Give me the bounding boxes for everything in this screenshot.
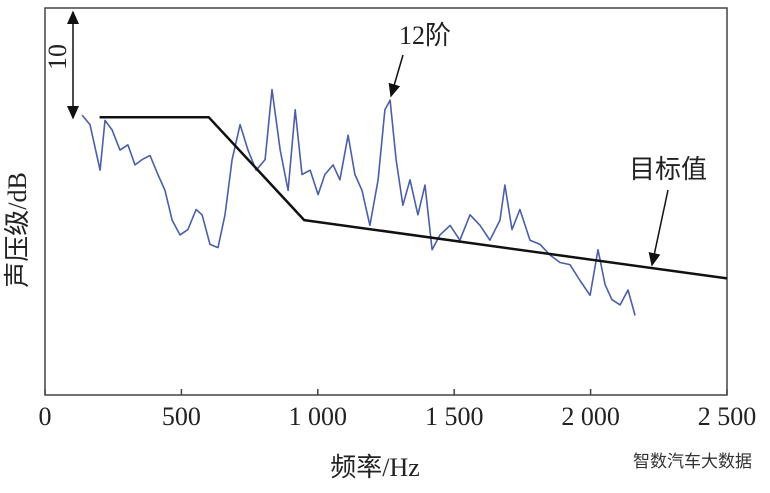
scale-bar-label: 10	[43, 44, 72, 70]
series-line	[81, 88, 636, 316]
x-tick-label: 2 000	[561, 402, 620, 431]
x-tick-label: 1 000	[289, 402, 348, 431]
x-tick-label: 2 500	[698, 402, 757, 431]
x-tick-label: 500	[162, 402, 201, 431]
x-tick-label: 0	[39, 402, 52, 431]
y-axis-label: 声压级/dB	[3, 172, 32, 288]
x-tick-label: 1 500	[425, 402, 484, 431]
plot-frame	[44, 7, 728, 396]
target-arrow	[648, 189, 669, 267]
x-axis-label: 频率/Hz	[330, 453, 420, 482]
target-label: 目标值	[629, 155, 707, 184]
series-line	[99, 115, 728, 280]
annotation: 12阶	[399, 21, 451, 50]
watermark: 智数汽车大数据	[633, 452, 752, 472]
annotation-arrow	[388, 54, 404, 98]
